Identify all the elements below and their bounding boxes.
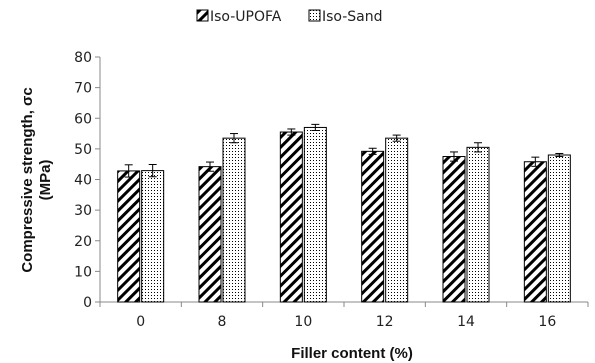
bar-iso-sand-8 [222,137,246,303]
y-axis-title-line2: (MPa) [37,160,54,201]
y-tick-label: 40 [74,173,92,189]
x-axis-title: Filler content (%) [291,345,413,362]
error-bar [555,152,564,158]
axes [95,56,589,307]
bar-iso-upofa-10 [279,131,303,303]
y-tick-label: 30 [74,203,92,219]
y-axis-title: Compressive strength, σc (MPa) [19,87,54,272]
legend-label-iso-upofa: Iso-UPOFA [210,9,282,25]
bar-iso-sand-12 [385,137,409,303]
error-bar [368,147,377,155]
x-tick-label: 8 [218,314,227,330]
x-tick-label: 14 [457,314,475,330]
bar-iso-sand-16 [547,154,571,303]
bar-iso-sand-0 [141,170,165,303]
y-axis-title-line1: Compressive strength, σc [19,87,36,272]
y-tick-label: 10 [74,264,92,280]
bar-iso-upofa-0 [117,170,141,303]
bar-iso-upofa-12 [361,150,385,303]
y-tick-label: 0 [83,295,92,311]
y-tick-label: 50 [74,142,92,158]
error-bar [392,134,401,142]
bar-iso-upofa-14 [442,156,466,303]
bar-iso-upofa-16 [523,161,547,303]
error-bar [287,128,296,136]
y-tick-label: 20 [74,234,92,250]
bars [117,126,571,303]
x-tick-label: 16 [538,314,556,330]
legend-label-iso-sand: Iso-Sand [322,9,383,25]
error-bar [206,161,214,172]
legend-swatch-iso-sand [308,9,321,22]
error-bar [124,164,133,178]
legend: Iso-UPOFA Iso-Sand [196,9,383,25]
x-tick-labels: 0 8 10 12 14 16 [136,314,556,330]
error-bar [311,123,320,131]
y-tick-label: 60 [74,111,92,127]
legend-swatch-iso-upofa [196,9,209,22]
x-tick-label: 10 [294,314,312,330]
y-tick-labels: 0 10 20 30 40 50 60 70 80 [74,50,92,311]
error-bars [124,123,564,178]
bar-iso-sand-10 [303,126,327,303]
bar-iso-upofa-8 [198,166,222,303]
error-bar [450,151,458,162]
y-tick-label: 70 [74,81,92,97]
x-tick-label: 12 [376,314,394,330]
error-bar [148,163,157,178]
x-tick-label: 0 [136,314,145,330]
error-bar [230,133,238,144]
y-tick-label: 80 [74,50,92,66]
error-bar [531,156,540,167]
bar-iso-sand-14 [466,146,490,303]
error-bar [474,142,482,153]
